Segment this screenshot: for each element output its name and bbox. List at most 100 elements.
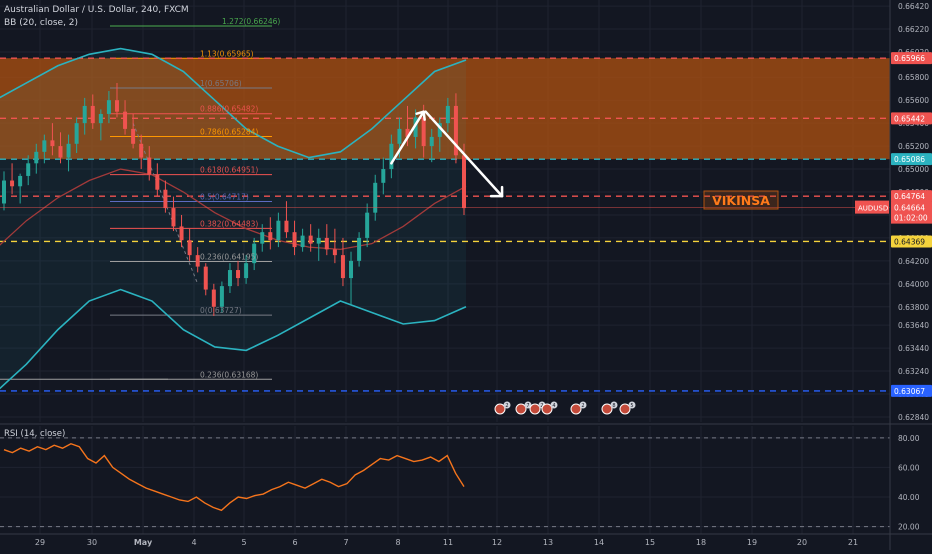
candle-body[interactable] [66,143,71,158]
candle-body[interactable] [42,140,47,152]
chart-overlays: 1.272(0.66246) 1.13(0.65965) 1(0.65706) 0.8… [200,17,636,415]
time-tick-label: 18 [696,538,706,547]
candle-body[interactable] [236,270,241,279]
candle-body[interactable] [324,237,329,250]
candle-body[interactable] [252,243,257,264]
candle-body[interactable] [357,237,362,261]
candle-body[interactable] [421,117,426,147]
candle-body[interactable] [203,266,208,290]
price-level-tag-label: 0.64369 [894,237,925,246]
event-count-badge [503,401,511,409]
candle-body[interactable] [429,136,434,147]
candle-body[interactable] [292,232,297,248]
candle-body[interactable] [405,128,410,137]
candle-body[interactable] [227,270,232,287]
price-level-tag [891,52,932,65]
bb-upper-line [0,47,467,159]
price-level-tag-label: 0.65442 [894,114,925,123]
candle-body[interactable] [26,163,31,176]
candle-body[interactable] [114,100,119,112]
fib-level-label: 1(0.65706) [200,79,242,88]
candle-body[interactable] [123,111,128,129]
candle-body[interactable] [373,182,378,213]
candle-body[interactable] [365,212,370,238]
candle-body[interactable] [131,128,136,144]
candle-body[interactable] [300,235,305,248]
rsi-indicator-label[interactable]: RSI (14, close) [4,429,65,439]
time-axis[interactable]: 29 30 May 4 5 6 7 8 11 12 13 14 15 18 19 20 21 [35,538,858,547]
candle-body[interactable] [195,255,200,267]
rsi-tick-label: 20.00 [898,523,920,532]
event-flag-icon[interactable] [529,403,541,415]
event-flag-icon[interactable] [541,403,553,415]
event-flag-icon[interactable] [601,403,613,415]
candle-body[interactable] [244,263,249,279]
candle-body[interactable] [90,105,95,124]
candle-body[interactable] [389,143,394,170]
bb-indicator-label[interactable]: BB (20, close, 2) [4,18,78,28]
candle-body[interactable] [381,169,386,183]
fib-level-label: 0.5(0.64717) [200,193,249,202]
price-tick-label: 0.63800 [898,303,929,312]
candle-body[interactable] [437,123,442,137]
candle-body[interactable] [276,220,281,241]
candle-body[interactable] [316,237,321,244]
candle-body[interactable] [397,128,402,144]
time-tick-label: 4 [191,538,196,547]
candle-body[interactable] [82,105,87,124]
candle-body[interactable] [74,123,79,144]
candle-body[interactable] [349,260,354,279]
supply-zone [0,58,890,160]
candle-body[interactable] [187,240,192,256]
candle-body[interactable] [98,113,103,124]
candle-body[interactable] [139,143,144,158]
candle-body[interactable] [147,157,152,175]
event-flag-icon[interactable] [515,403,527,415]
candle-body[interactable] [171,208,176,227]
candle-body[interactable] [462,155,466,209]
candle-body[interactable] [219,286,224,307]
candle-body[interactable] [445,105,450,124]
candle-body[interactable] [340,255,345,279]
candle-body[interactable] [332,249,337,256]
candle-body[interactable] [50,140,55,147]
candle-body[interactable] [179,226,184,241]
time-tick-label: 6 [292,538,297,547]
event-count-badge [550,401,558,409]
candle-body[interactable] [10,180,15,187]
event-count-label: 8 [612,403,615,409]
price-tick-label: 0.65800 [898,73,929,82]
candle-body[interactable] [308,235,313,244]
event-flag-icon[interactable] [570,403,582,415]
candle-body[interactable] [163,189,168,209]
event-count-badge [579,401,587,409]
candle-body[interactable] [211,289,216,307]
candle-body[interactable] [260,232,265,244]
rsi-plot-area[interactable] [0,437,890,528]
watermark-text: VIKINSA [712,193,770,208]
candle-body[interactable] [268,232,273,241]
fib-level-label: 0.236(0.63168) [200,370,258,379]
rsi-axis[interactable]: 20.00 40.00 60.00 80.00 [898,434,920,532]
candle-body[interactable] [106,100,111,114]
symbol-title[interactable]: Australian Dollar / U.S. Dollar, 240, FX… [4,5,189,15]
candle-body[interactable] [284,220,289,233]
event-flag-icon[interactable] [619,403,631,415]
price-axis[interactable]: 0.628400.630400.632400.634400.636400.638… [855,2,932,422]
candle-body[interactable] [58,146,63,158]
price-tick-label: 0.65000 [898,165,929,174]
rsi-tick-label: 40.00 [898,493,920,502]
time-tick-label: 13 [543,538,553,547]
candle-body[interactable] [453,105,458,156]
candle-body[interactable] [2,180,6,204]
candle-body[interactable] [155,174,160,190]
candle-body[interactable] [34,151,39,164]
candle-body[interactable] [413,117,418,137]
event-flag-icon[interactable] [494,403,506,415]
main-plot-area[interactable] [0,25,890,393]
candle-body[interactable] [18,175,23,187]
price-level-tag [891,112,932,125]
price-level-tag [891,153,932,166]
